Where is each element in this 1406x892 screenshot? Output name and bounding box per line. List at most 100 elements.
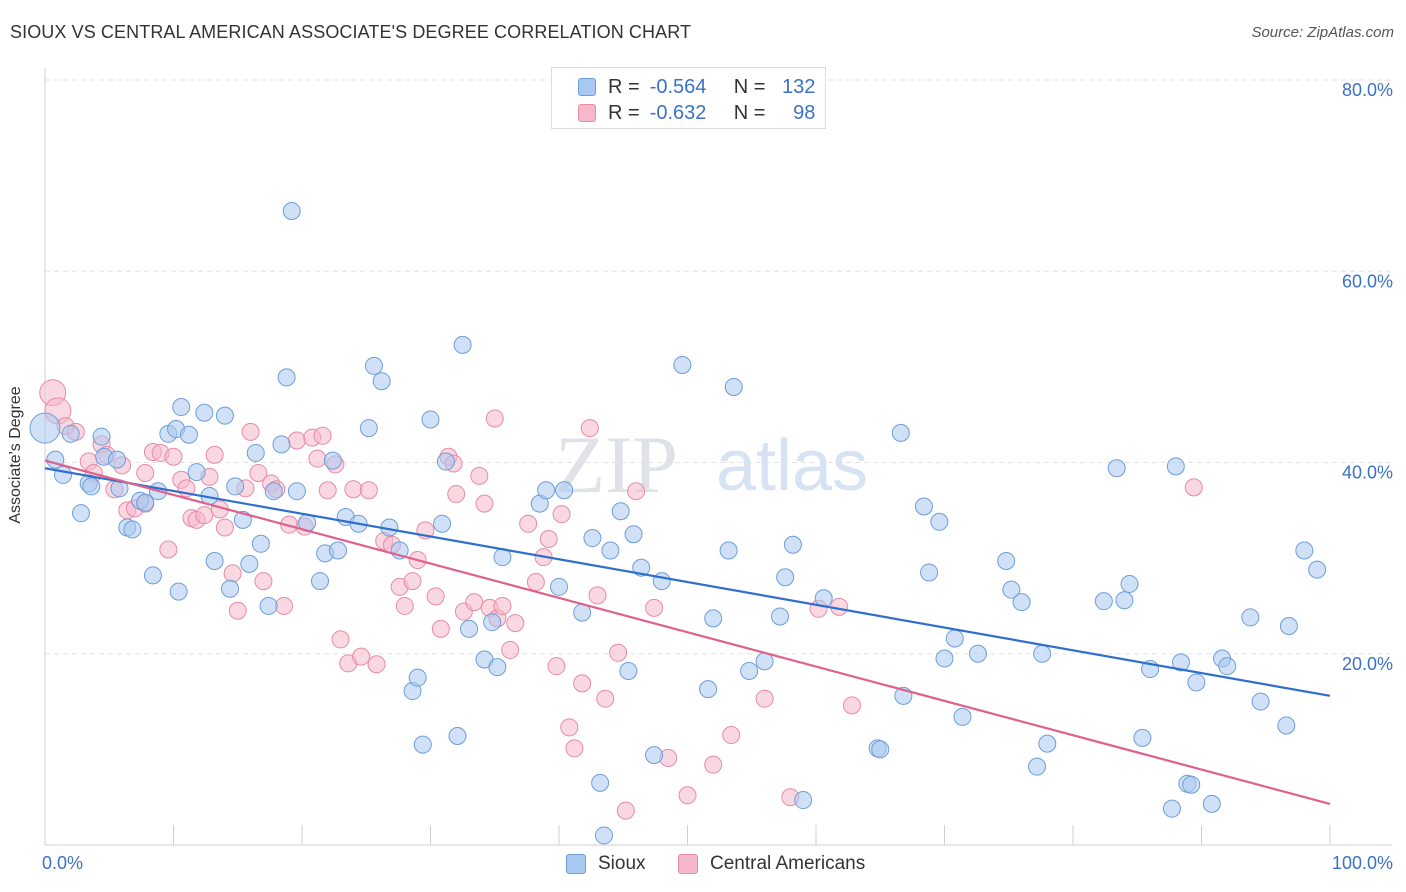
sioux-point — [436, 452, 455, 471]
sioux-point — [1166, 457, 1185, 476]
central-americans-point — [493, 596, 512, 615]
sioux-point — [1218, 657, 1237, 676]
sioux-point — [272, 435, 291, 454]
sioux-point — [1171, 653, 1190, 672]
central-americans-point — [519, 514, 538, 533]
legend-label-central-americans: Central Americans — [710, 853, 866, 874]
sioux-point — [71, 504, 90, 523]
sioux-point — [619, 661, 638, 680]
central-americans-point — [313, 426, 332, 445]
sioux-point — [1094, 592, 1113, 611]
sioux-point — [1279, 617, 1298, 636]
central-americans-point — [842, 696, 861, 715]
sioux-point — [251, 534, 270, 553]
central-americans-point — [426, 587, 445, 606]
sioux-trend-line — [44, 467, 1331, 697]
sioux-point — [1120, 574, 1139, 593]
sioux-point — [783, 535, 802, 554]
sioux-point — [1241, 608, 1260, 627]
sioux-point — [310, 572, 329, 591]
sioux-point — [169, 582, 188, 601]
central-americans-point — [580, 419, 599, 438]
sioux-point — [143, 566, 162, 585]
sioux-point — [433, 514, 452, 533]
central-americans-point — [501, 640, 520, 659]
sioux-point — [215, 406, 234, 425]
sioux-point — [632, 558, 651, 577]
sioux-point — [611, 502, 630, 521]
sioux-point — [187, 463, 206, 482]
sioux-point — [372, 372, 391, 391]
watermark: ZIP atlas — [555, 419, 868, 510]
central-americans-point — [573, 674, 592, 693]
sioux-point — [323, 451, 342, 470]
central-americans-point — [254, 572, 273, 591]
x-tick-label-min: 0.0% — [42, 853, 83, 873]
sioux-point — [259, 596, 278, 615]
sioux-point — [930, 512, 949, 531]
n-value: 98 — [793, 101, 816, 124]
legend-item-central-americans: Central Americans — [678, 852, 865, 876]
sioux-point — [1187, 673, 1206, 692]
sioux-point — [413, 735, 432, 754]
central-americans-point — [223, 564, 242, 583]
tick-labels: 20.0% 40.0% 60.0% 80.0% 0.0% 100.0% — [42, 80, 1393, 873]
central-americans-point — [539, 530, 558, 548]
sioux-point — [1038, 734, 1057, 753]
sioux-point — [205, 551, 224, 570]
sioux-point — [594, 826, 613, 845]
central-americans-point — [352, 647, 371, 666]
sioux-point — [123, 520, 142, 539]
sioux-point — [953, 707, 972, 726]
central-americans-point — [395, 596, 414, 615]
central-americans-point — [470, 466, 489, 485]
n-value: 132 — [782, 75, 816, 98]
sioux-point — [652, 572, 671, 591]
sioux-point — [1277, 716, 1296, 735]
sioux-point — [226, 477, 245, 496]
central-americans-swatch — [578, 104, 596, 122]
sioux-point — [221, 579, 240, 598]
central-americans-point — [249, 464, 268, 483]
stats-legend-row-central-americans: R = -0.632 N = 98 — [578, 101, 815, 125]
chart-title: SIOUX VS CENTRAL AMERICAN ASSOCIATE'S DE… — [10, 22, 692, 42]
sioux-point — [1033, 644, 1052, 663]
r-label: R = — [608, 75, 640, 98]
sioux-point — [264, 482, 283, 501]
central-americans-point — [485, 409, 504, 428]
legend-item-sioux: Sioux — [566, 852, 646, 876]
central-americans-point — [565, 739, 584, 758]
stats-legend: R = -0.564 N = 132 R = -0.632 N = 98 — [551, 67, 826, 129]
central-americans-point — [645, 598, 664, 617]
central-americans-trend-line — [44, 459, 1331, 805]
central-americans-point — [331, 630, 350, 649]
sioux-point — [61, 424, 80, 443]
r-value: -0.632 — [649, 101, 707, 124]
sioux-point — [364, 356, 383, 375]
central-americans-point — [431, 619, 450, 638]
sioux-legend-swatch — [566, 854, 586, 874]
sioux-point — [1002, 580, 1021, 599]
sioux-point — [136, 493, 155, 512]
watermark-zip: ZIP — [555, 419, 678, 510]
sioux-point — [704, 609, 723, 628]
sioux-point — [601, 541, 620, 560]
central-americans-point — [447, 485, 466, 504]
n-label: N = — [733, 101, 766, 124]
central-americans-point — [596, 689, 615, 708]
sioux-point — [914, 497, 933, 516]
sioux-point — [421, 410, 440, 429]
stats-legend-row-sioux: R = -0.564 N = 132 — [578, 75, 815, 99]
sioux-point — [1115, 591, 1134, 610]
central-americans-point — [588, 586, 607, 605]
central-americans-point — [547, 657, 566, 676]
sioux-point — [591, 773, 610, 792]
sioux-point — [172, 398, 191, 417]
central-americans-legend-swatch — [678, 854, 698, 874]
y-tick-label: 60.0% — [1342, 271, 1393, 291]
central-americans-point — [704, 755, 723, 774]
central-americans-point — [755, 689, 774, 708]
sioux-point — [945, 629, 964, 648]
sioux-point — [179, 425, 198, 444]
central-americans-point — [308, 449, 327, 468]
